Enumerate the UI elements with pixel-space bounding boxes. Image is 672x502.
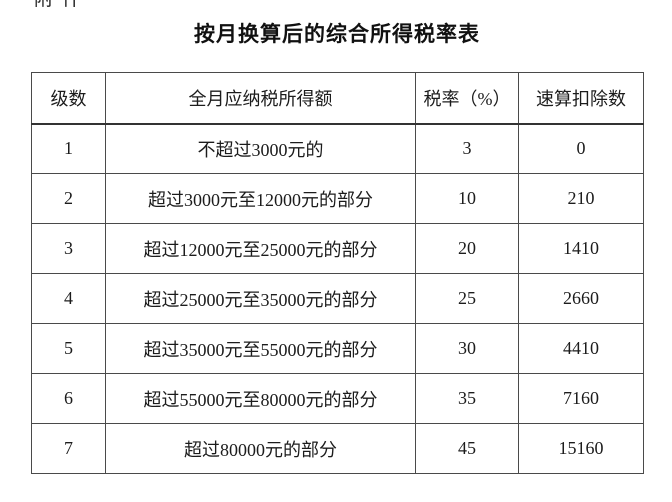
- attachment-label: 附件: [34, 0, 90, 11]
- cell-rate: 30: [415, 323, 519, 374]
- table-row: 6 超过55000元至80000元的部分 35 7160: [31, 373, 644, 424]
- table-row: 5 超过35000元至55000元的部分 30 4410: [31, 323, 644, 374]
- cell-level: 4: [31, 273, 106, 324]
- cell-rate: 25: [415, 273, 519, 324]
- cell-income: 超过35000元至55000元的部分: [105, 323, 416, 374]
- cell-deduction: 1410: [518, 223, 644, 274]
- cell-level: 7: [31, 423, 106, 474]
- cell-income: 不超过3000元的: [105, 123, 416, 174]
- column-header-level: 级数: [31, 72, 106, 125]
- cell-rate: 35: [415, 373, 519, 424]
- table-header-row: 级数 全月应纳税所得额 税率（%） 速算扣除数: [31, 72, 644, 125]
- column-header-income: 全月应纳税所得额: [105, 72, 416, 125]
- cell-level: 1: [31, 123, 106, 174]
- cell-rate: 10: [415, 173, 519, 224]
- page-title: 按月换算后的综合所得税率表: [194, 22, 480, 46]
- cell-rate: 20: [415, 223, 519, 274]
- cell-deduction: 2660: [518, 273, 644, 324]
- cell-rate: 3: [415, 123, 519, 174]
- cell-level: 2: [31, 173, 106, 224]
- tax-rate-table: 级数 全月应纳税所得额 税率（%） 速算扣除数 1 不超过3000元的 3 0 …: [31, 72, 644, 474]
- table-row: 7 超过80000元的部分 45 15160: [31, 423, 644, 474]
- column-header-deduction: 速算扣除数: [518, 72, 644, 125]
- table-row: 2 超过3000元至12000元的部分 10 210: [31, 173, 644, 224]
- table-row: 4 超过25000元至35000元的部分 25 2660: [31, 273, 644, 324]
- column-header-rate: 税率（%）: [415, 72, 519, 125]
- cell-deduction: 4410: [518, 323, 644, 374]
- cell-deduction: 7160: [518, 373, 644, 424]
- table-body: 1 不超过3000元的 3 0 2 超过3000元至12000元的部分 10 2…: [31, 123, 644, 474]
- cell-level: 5: [31, 323, 106, 374]
- cell-rate: 45: [415, 423, 519, 474]
- cell-income: 超过12000元至25000元的部分: [105, 223, 416, 274]
- cell-income: 超过55000元至80000元的部分: [105, 373, 416, 424]
- cell-deduction: 15160: [518, 423, 644, 474]
- table-row: 3 超过12000元至25000元的部分 20 1410: [31, 223, 644, 274]
- cell-income: 超过80000元的部分: [105, 423, 416, 474]
- cell-income: 超过25000元至35000元的部分: [105, 273, 416, 324]
- cell-deduction: 0: [518, 123, 644, 174]
- cell-level: 3: [31, 223, 106, 274]
- table-row: 1 不超过3000元的 3 0: [31, 123, 644, 174]
- cell-income: 超过3000元至12000元的部分: [105, 173, 416, 224]
- cell-level: 6: [31, 373, 106, 424]
- cell-deduction: 210: [518, 173, 644, 224]
